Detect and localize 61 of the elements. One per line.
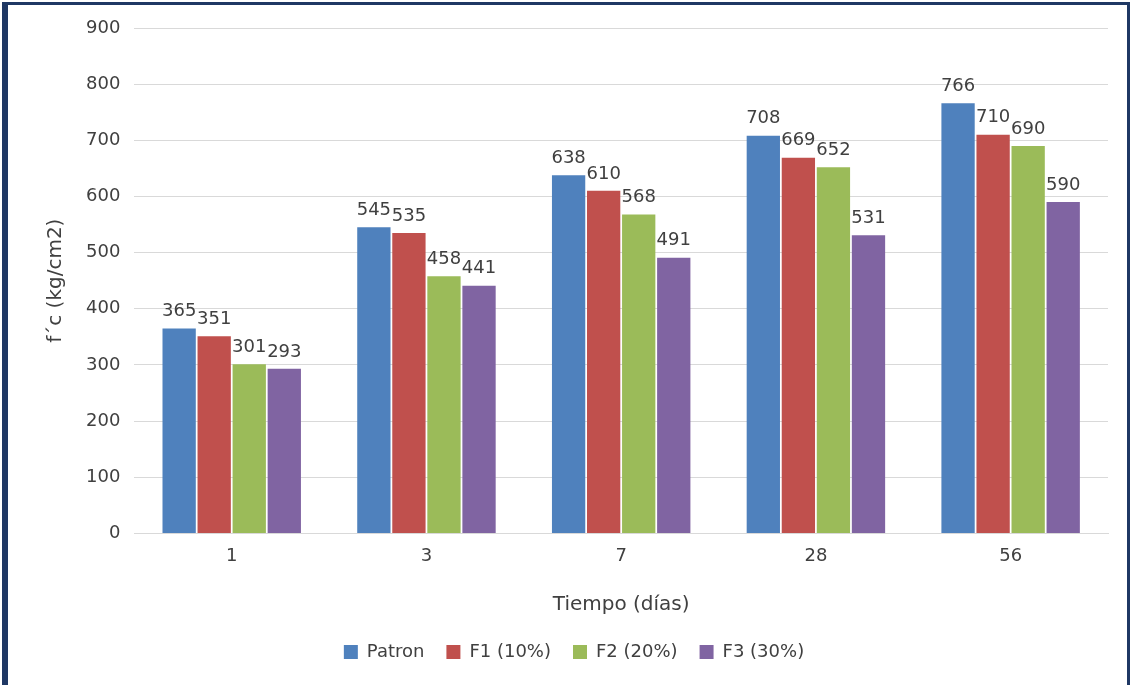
data-label: 652 xyxy=(816,137,851,159)
data-label: 708 xyxy=(746,106,781,128)
data-label: 590 xyxy=(1046,172,1081,194)
y-tick-label: 500 xyxy=(86,240,121,262)
x-tick-label: 7 xyxy=(615,543,627,565)
bar xyxy=(587,190,621,533)
bar xyxy=(781,157,816,533)
legend-label: F3 (30%) xyxy=(722,639,805,661)
y-tick-label: 0 xyxy=(108,521,121,543)
data-label: 710 xyxy=(975,105,1011,127)
data-label: 568 xyxy=(621,185,656,207)
data-label: 766 xyxy=(940,73,976,95)
data-label: 351 xyxy=(197,306,232,328)
y-axis-title: f´c (kg/cm2) xyxy=(42,218,67,343)
bar xyxy=(657,257,691,533)
bar xyxy=(551,175,586,533)
legend-label: F1 (10%) xyxy=(469,639,551,661)
bar xyxy=(462,285,496,533)
bar xyxy=(622,214,656,533)
legend-label: Patron xyxy=(366,639,425,661)
bar xyxy=(427,276,461,533)
x-tick-label: 3 xyxy=(420,543,433,565)
bar xyxy=(1011,145,1045,533)
x-axis-title: Tiempo (días) xyxy=(551,591,690,616)
bar xyxy=(357,227,391,533)
bar xyxy=(941,103,975,533)
y-tick-label: 600 xyxy=(86,184,121,206)
y-tick-label: 100 xyxy=(86,464,121,486)
y-tick-label: 900 xyxy=(86,15,121,37)
bar xyxy=(162,328,196,533)
data-label: 458 xyxy=(426,246,462,268)
bar xyxy=(197,336,231,533)
data-label: 531 xyxy=(851,205,886,227)
data-label: 441 xyxy=(461,256,497,278)
data-label: 638 xyxy=(551,145,586,167)
bar xyxy=(851,235,886,533)
data-label: 301 xyxy=(232,335,267,357)
y-tick-label: 300 xyxy=(86,352,121,374)
x-tick-label: 28 xyxy=(804,543,828,565)
y-tick-label: 800 xyxy=(86,71,121,93)
x-tick-label: 56 xyxy=(999,543,1023,565)
data-label: 293 xyxy=(267,339,302,361)
bar xyxy=(267,368,301,533)
data-label: 669 xyxy=(781,128,816,150)
data-label: 365 xyxy=(161,299,197,321)
bar xyxy=(976,134,1010,533)
data-label: 535 xyxy=(391,203,427,225)
y-tick-label: 200 xyxy=(86,408,121,430)
bar xyxy=(816,167,851,533)
bar xyxy=(232,364,266,533)
bar xyxy=(392,232,426,533)
y-tick-label: 700 xyxy=(86,127,121,149)
data-label: 610 xyxy=(586,161,621,183)
y-tick-label: 400 xyxy=(86,296,121,318)
x-tick-label: 1 xyxy=(225,543,238,565)
data-label: 690 xyxy=(1010,116,1046,138)
data-label: 545 xyxy=(356,198,392,220)
bar xyxy=(746,135,780,533)
legend-label: F2 (20%) xyxy=(595,639,678,661)
bar xyxy=(1046,202,1080,533)
data-label: 491 xyxy=(656,228,691,250)
